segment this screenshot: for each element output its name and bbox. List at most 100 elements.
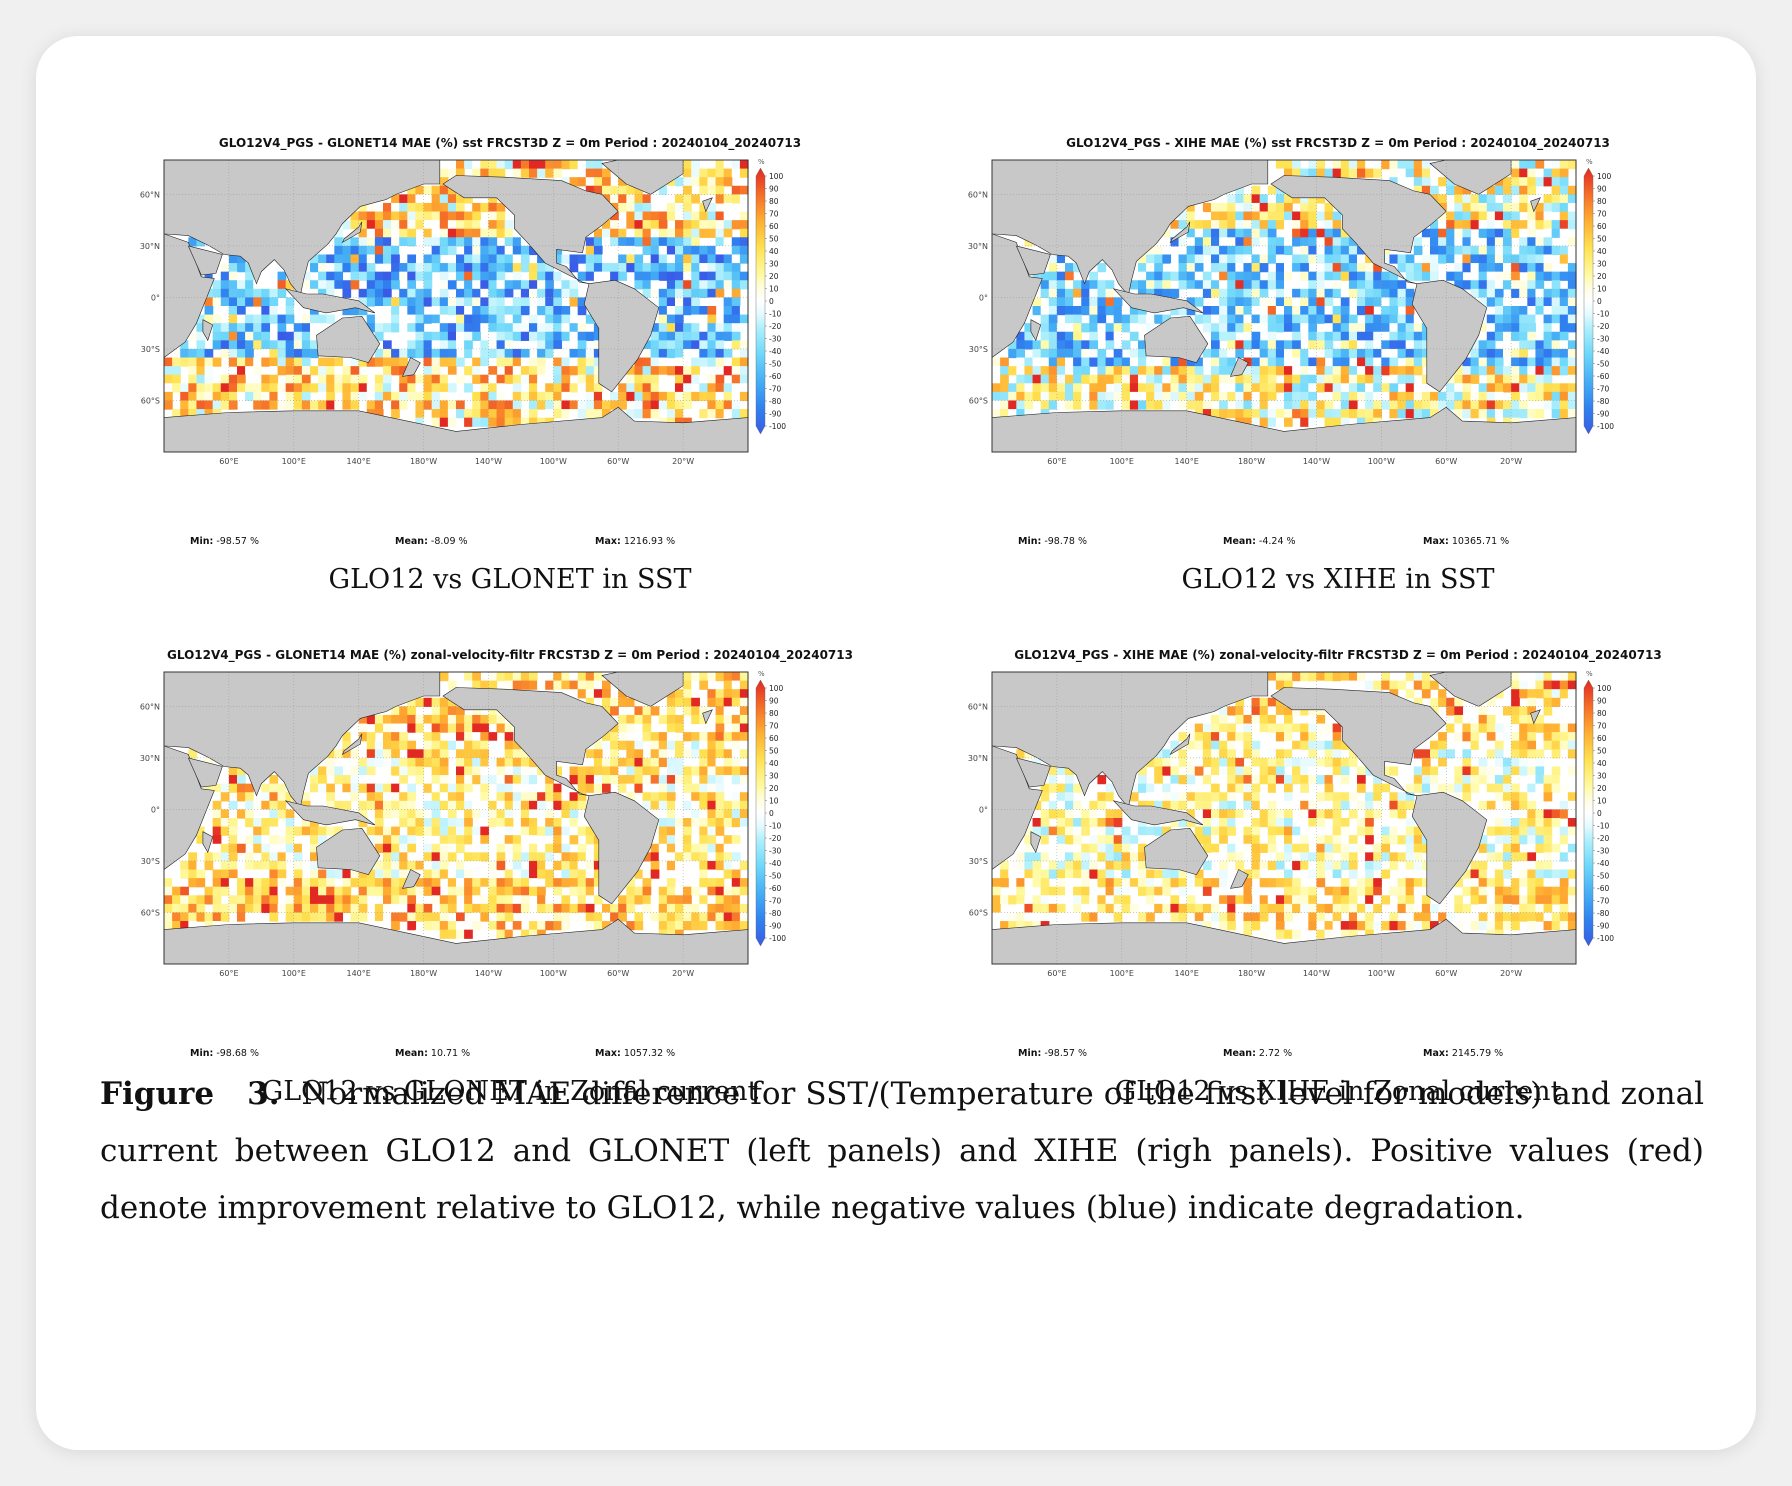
data-cell	[642, 400, 652, 410]
data-cell	[675, 237, 684, 247]
data-cell	[739, 160, 749, 170]
data-cell	[1275, 400, 1285, 410]
data-cell	[520, 331, 530, 341]
data-cell	[472, 757, 481, 768]
data-cell	[1275, 348, 1285, 359]
data-cell	[691, 331, 700, 341]
data-cell	[1284, 672, 1293, 682]
data-cell	[691, 912, 700, 922]
data-cell	[1267, 245, 1277, 256]
colorbar-tick-label: -70	[769, 897, 781, 906]
data-cell	[1454, 185, 1464, 195]
data-cell	[1097, 374, 1107, 384]
data-cell	[439, 672, 449, 682]
data-cell	[358, 245, 368, 256]
data-cell	[480, 903, 490, 914]
data-cell	[456, 929, 465, 939]
data-cell	[1259, 809, 1269, 819]
data-cell	[1300, 263, 1309, 273]
data-cell	[1211, 409, 1220, 419]
data-cell	[488, 245, 498, 256]
data-cell	[1357, 263, 1366, 273]
data-cell	[310, 314, 319, 324]
data-cell	[228, 288, 238, 299]
data-cell	[1000, 357, 1009, 367]
data-cell	[593, 400, 603, 410]
data-cell	[1259, 714, 1269, 725]
data-cell	[1251, 783, 1261, 793]
data-cell	[715, 818, 725, 828]
data-cell	[1357, 245, 1366, 256]
data-cell	[1494, 757, 1504, 768]
data-cell	[1413, 160, 1423, 170]
data-cell	[1267, 348, 1277, 359]
data-cell	[715, 348, 725, 359]
data-cell	[691, 314, 700, 324]
data-cell	[1048, 800, 1058, 811]
data-cell	[1154, 826, 1163, 836]
data-cell	[1340, 228, 1350, 238]
data-cell	[658, 391, 668, 402]
data-cell	[1494, 826, 1504, 836]
data-cell	[1551, 202, 1561, 213]
data-cell	[1154, 792, 1163, 802]
data-cell	[212, 323, 222, 333]
data-cell	[1494, 689, 1504, 699]
data-cell	[496, 723, 506, 733]
data-cell	[723, 843, 733, 853]
data-cell	[1511, 792, 1520, 802]
data-cell	[439, 194, 449, 204]
data-cell	[1073, 348, 1082, 359]
colorbar-tick-label: -70	[1597, 385, 1609, 394]
data-cell	[366, 878, 376, 888]
data-cell	[310, 903, 319, 914]
data-cell	[164, 869, 173, 879]
data-cell	[358, 254, 368, 264]
data-cell	[1300, 672, 1309, 682]
data-cell	[1219, 409, 1228, 419]
data-cell	[723, 912, 733, 922]
data-cell	[1275, 340, 1285, 350]
data-cell	[1275, 783, 1285, 793]
data-cell	[1048, 809, 1058, 819]
data-cell	[496, 783, 506, 793]
data-cell	[1324, 383, 1334, 393]
data-cell	[1551, 400, 1561, 410]
data-cell	[529, 886, 538, 896]
data-cell	[529, 878, 538, 888]
data-cell	[1097, 297, 1107, 307]
data-cell	[391, 800, 400, 811]
data-cell	[1227, 348, 1236, 359]
data-cell	[1089, 271, 1099, 281]
data-cell	[1559, 400, 1569, 410]
data-cell	[715, 740, 725, 750]
data-cell	[1275, 160, 1285, 170]
data-cell	[1186, 818, 1196, 828]
data-cell	[666, 843, 676, 853]
data-cell	[715, 185, 725, 195]
data-cell	[431, 826, 441, 836]
data-cell	[1316, 194, 1326, 204]
data-cell	[537, 852, 546, 862]
data-cell	[1138, 826, 1147, 836]
data-cell	[456, 340, 465, 350]
data-cell	[188, 852, 198, 862]
lon-tick-label: 100°W	[540, 457, 567, 466]
data-cell	[1405, 783, 1415, 793]
data-cell	[1503, 366, 1512, 376]
data-cell	[334, 383, 344, 393]
data-cell	[277, 348, 287, 359]
data-cell	[326, 366, 335, 376]
data-cell	[1405, 383, 1415, 393]
data-cell	[512, 869, 522, 879]
data-cell	[334, 400, 344, 410]
data-cell	[1275, 826, 1285, 836]
data-cell	[666, 852, 676, 862]
data-cell	[366, 732, 376, 742]
lon-tick-label: 180°W	[410, 969, 437, 978]
data-cell	[431, 409, 441, 419]
data-cell	[1462, 245, 1472, 256]
data-cell	[1543, 323, 1553, 333]
data-cell	[699, 263, 709, 273]
data-cell	[561, 800, 571, 811]
